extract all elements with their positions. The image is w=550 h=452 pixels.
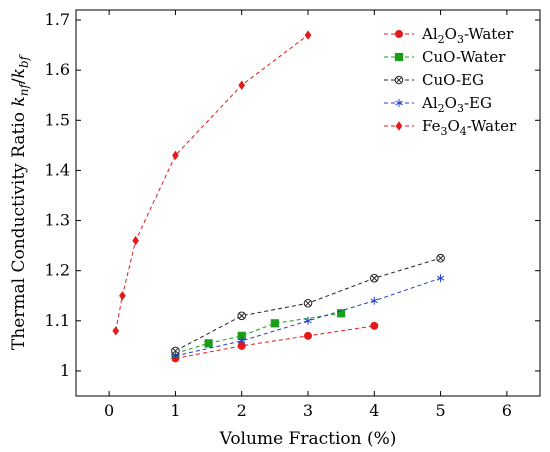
data-point (370, 296, 378, 305)
axis-ticks (76, 10, 540, 396)
data-point (171, 346, 180, 356)
data-point (132, 235, 139, 246)
data-point (238, 80, 246, 90)
x-tick-label: 2 (237, 401, 247, 420)
series-al2o3-water (171, 321, 379, 363)
x-tick-label: 5 (435, 401, 445, 420)
x-tick-label: 1 (170, 401, 180, 420)
legend-label: Al2O3-EG (421, 94, 492, 115)
series-line-al2o3-eg (175, 277, 441, 357)
series-line-al2o3-water (175, 325, 375, 359)
y-tick-label: 1.1 (45, 311, 70, 330)
legend: Al2O3-Water CuO-Water CuO-EG Al2O3-EGFe3O4-… (384, 25, 517, 138)
y-axis-label-math: k (9, 96, 29, 106)
data-point (303, 298, 313, 308)
legend-label: Al2O3-Water (421, 25, 514, 46)
x-tick-label: 4 (369, 401, 379, 420)
series-line-cuo-water (175, 312, 342, 354)
y-axis-label-slash: / (9, 78, 29, 84)
legend-item-cuo-eg: CuO-EG (384, 71, 484, 89)
series-cuo-eg (171, 253, 445, 356)
y-axis-label-sub1: nf (17, 82, 31, 97)
y-axis-label: Thermal Conductivity Ratio knf/kbf (9, 53, 31, 350)
y-axis-label-main: Thermal Conductivity Ratio (9, 107, 29, 351)
data-point (304, 30, 312, 40)
y-tick-label: 1.3 (45, 211, 70, 230)
legend-marker (394, 75, 404, 85)
y-axis-label-math-2: k (9, 68, 29, 78)
data-point (370, 321, 379, 330)
y-tick-label: 1.4 (45, 160, 70, 179)
y-tick-label: 1.6 (45, 60, 70, 79)
legend-marker (394, 29, 403, 38)
data-point (270, 319, 279, 328)
data-point (337, 309, 346, 318)
axis-tick-labels: 0 1 2 3 4 5 6 1 1.1 1.2 1.3 1.4 1.5 1.6 1.7 (45, 10, 512, 420)
data-point (119, 291, 126, 301)
data-point (171, 351, 180, 360)
y-tick-label: 1 (60, 361, 70, 380)
legend-item-fe3o4-water: Fe3O4-Water (384, 117, 517, 138)
y-axis-label-sub2: bf (17, 53, 31, 68)
series-cuo-water (171, 309, 346, 358)
x-tick-label: 0 (104, 401, 114, 420)
data-point (204, 339, 213, 348)
data-point (172, 150, 179, 161)
legend-item-al2o3-water: Al2O3-Water (384, 25, 514, 46)
data-point (303, 331, 312, 340)
legend-label: CuO-Water (422, 48, 506, 66)
y-tick-label: 1.7 (45, 10, 70, 29)
legend-label: CuO-EG (422, 71, 484, 89)
legend-marker (395, 99, 403, 107)
x-tick-label: 3 (303, 401, 313, 420)
data-point (237, 311, 247, 321)
legend-marker (395, 121, 403, 131)
series-layer (112, 30, 445, 363)
y-tick-label: 1.5 (45, 110, 70, 129)
data-point (112, 326, 120, 336)
x-axis-label: Volume Fraction (%) (219, 429, 397, 449)
series-line-fe3o4-water (115, 34, 309, 331)
series-fe3o4-water (112, 30, 312, 336)
x-tick-label: 6 (502, 401, 512, 420)
legend-item-cuo-water: CuO-Water (384, 48, 506, 66)
data-point (436, 253, 445, 263)
y-tick-label: 1.2 (45, 261, 70, 280)
legend-label: Fe3O4-Water (422, 117, 517, 138)
data-point (304, 316, 312, 325)
data-point (436, 274, 445, 283)
data-point (369, 273, 379, 283)
legend-item-al2o3-eg: Al2O3-EG (384, 94, 492, 115)
data-point (238, 336, 246, 345)
legend-marker (394, 52, 404, 62)
series-al2o3-eg (171, 274, 445, 360)
